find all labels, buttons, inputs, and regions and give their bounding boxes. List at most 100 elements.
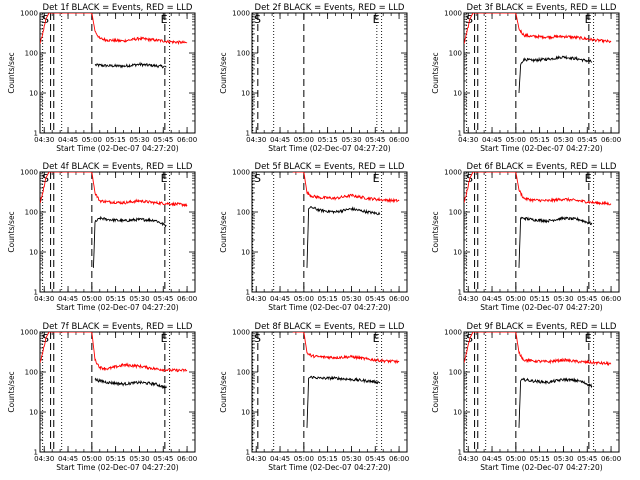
events-series-line <box>94 377 167 390</box>
y-tick-label: 1 <box>246 449 250 457</box>
y-tick-label: 1000 <box>444 329 462 337</box>
x-tick-label: 05:15 <box>318 295 338 303</box>
lld-series-line <box>464 332 612 367</box>
end-marker: E <box>373 172 380 185</box>
panel-title: Det 6f BLACK = Events, RED = LLD <box>467 162 617 172</box>
y-tick-label: 10 <box>453 249 462 257</box>
x-tick-label: 04:45 <box>58 295 78 303</box>
x-tick-label: 05:30 <box>341 455 361 463</box>
panel-title: Det 3f BLACK = Events, RED = LLD <box>467 3 617 13</box>
y-tick-label: 1000 <box>20 329 38 337</box>
lld-series-line <box>40 172 188 208</box>
panel-det-2: Det 2f BLACK = Events, RED = LLD 1 10 100 10… <box>219 3 409 153</box>
panel-det-7: Det 7f BLACK = Events, RED = LLD 1 10 100 10… <box>7 322 197 472</box>
x-tick-label: 05:00 <box>506 295 526 303</box>
plot-frame <box>251 331 408 453</box>
y-tick-label: 1 <box>458 449 462 457</box>
x-tick-label: 05:15 <box>318 136 338 144</box>
y-tick-label: 1000 <box>232 329 250 337</box>
lld-series-line <box>464 172 612 206</box>
x-axis-label: Start Time (02-Dec-07 04:27:20) <box>480 303 602 312</box>
x-tick-label: 06:00 <box>389 455 409 463</box>
x-tick-label: 04:30 <box>246 136 266 144</box>
plot-frame <box>463 12 620 134</box>
x-tick-label: 06:00 <box>177 455 197 463</box>
x-tick-label: 05:45 <box>577 455 597 463</box>
panel-det-5: Det 5f BLACK = Events, RED = LLD 1 10 100 10… <box>219 162 409 312</box>
start-marker: S <box>254 13 261 26</box>
x-tick-label: 05:30 <box>129 295 149 303</box>
y-axis-label: Counts/sec <box>219 211 228 252</box>
plot-frame <box>251 171 408 293</box>
x-tick-label: 06:00 <box>601 455 621 463</box>
x-tick-label: 05:00 <box>506 455 526 463</box>
x-axis-label: Start Time (02-Dec-07 04:27:20) <box>268 144 390 153</box>
x-tick-label: 05:30 <box>129 455 149 463</box>
y-tick-label: 100 <box>25 369 38 377</box>
x-tick-label: 05:00 <box>294 136 314 144</box>
x-tick-label: 05:45 <box>365 136 385 144</box>
x-tick-label: 04:45 <box>270 295 290 303</box>
y-tick-label: 10 <box>453 409 462 417</box>
x-tick-label: 06:00 <box>601 295 621 303</box>
x-tick-label: 04:30 <box>458 295 478 303</box>
y-axis-label: Counts/sec <box>431 52 440 93</box>
y-tick-label: 100 <box>25 50 38 58</box>
lld-series-line <box>40 332 188 373</box>
y-axis-label: Counts/sec <box>219 371 228 412</box>
x-axis-label: Start Time (02-Dec-07 04:27:20) <box>268 463 390 472</box>
y-tick-label: 1 <box>458 289 462 297</box>
lld-series-line <box>292 172 400 204</box>
panel-det-3: Det 3f BLACK = Events, RED = LLD 1 10 100 10… <box>431 3 621 153</box>
y-tick-label: 100 <box>237 50 250 58</box>
y-tick-label: 1 <box>246 289 250 297</box>
start-marker: S <box>254 332 261 345</box>
x-tick-label: 05:45 <box>153 136 173 144</box>
panel-det-1: Det 1f BLACK = Events, RED = LLD 1 10 100 10… <box>7 3 197 153</box>
x-tick-label: 05:00 <box>82 455 102 463</box>
y-tick-label: 100 <box>449 50 462 58</box>
lld-series-line <box>292 332 400 365</box>
x-tick-label: 05:00 <box>506 136 526 144</box>
y-tick-label: 1000 <box>232 10 250 18</box>
y-tick-label: 10 <box>453 90 462 98</box>
events-series-line <box>518 216 593 268</box>
x-tick-label: 05:45 <box>153 455 173 463</box>
panel-title: Det 2f BLACK = Events, RED = LLD <box>255 3 405 13</box>
panel-title: Det 8f BLACK = Events, RED = LLD <box>255 322 405 332</box>
x-tick-label: 04:30 <box>246 455 266 463</box>
events-series-line <box>92 215 167 268</box>
y-axis-label: Counts/sec <box>7 371 16 412</box>
y-tick-label: 100 <box>25 209 38 217</box>
x-tick-label: 05:15 <box>106 295 126 303</box>
x-tick-label: 04:30 <box>458 455 478 463</box>
x-tick-label: 04:45 <box>482 455 502 463</box>
x-tick-label: 04:30 <box>458 136 478 144</box>
end-marker: E <box>585 172 592 185</box>
events-series-line <box>518 54 593 94</box>
x-tick-label: 04:45 <box>482 295 502 303</box>
y-axis-label: Counts/sec <box>431 211 440 252</box>
x-axis-label: Start Time (02-Dec-07 04:27:20) <box>268 303 390 312</box>
y-tick-label: 10 <box>29 249 38 257</box>
x-tick-label: 04:30 <box>34 295 54 303</box>
y-tick-label: 1000 <box>232 169 250 177</box>
y-tick-label: 10 <box>241 90 250 98</box>
y-tick-label: 1 <box>246 130 250 138</box>
events-series-line <box>518 377 593 428</box>
panel-det-6: Det 6f BLACK = Events, RED = LLD 1 10 100 10… <box>431 162 621 312</box>
panel-title: Det 4f BLACK = Events, RED = LLD <box>43 162 193 172</box>
y-tick-label: 10 <box>29 90 38 98</box>
x-tick-label: 05:15 <box>530 136 550 144</box>
plot-frame <box>39 12 196 134</box>
y-tick-label: 1000 <box>20 169 38 177</box>
y-tick-label: 100 <box>237 369 250 377</box>
y-tick-label: 1000 <box>444 10 462 18</box>
panel-title: Det 9f BLACK = Events, RED = LLD <box>467 322 617 332</box>
y-axis-label: Counts/sec <box>7 211 16 252</box>
x-tick-label: 05:00 <box>82 295 102 303</box>
events-series-line <box>94 61 167 69</box>
x-tick-label: 05:30 <box>553 295 573 303</box>
end-marker: E <box>373 332 380 345</box>
